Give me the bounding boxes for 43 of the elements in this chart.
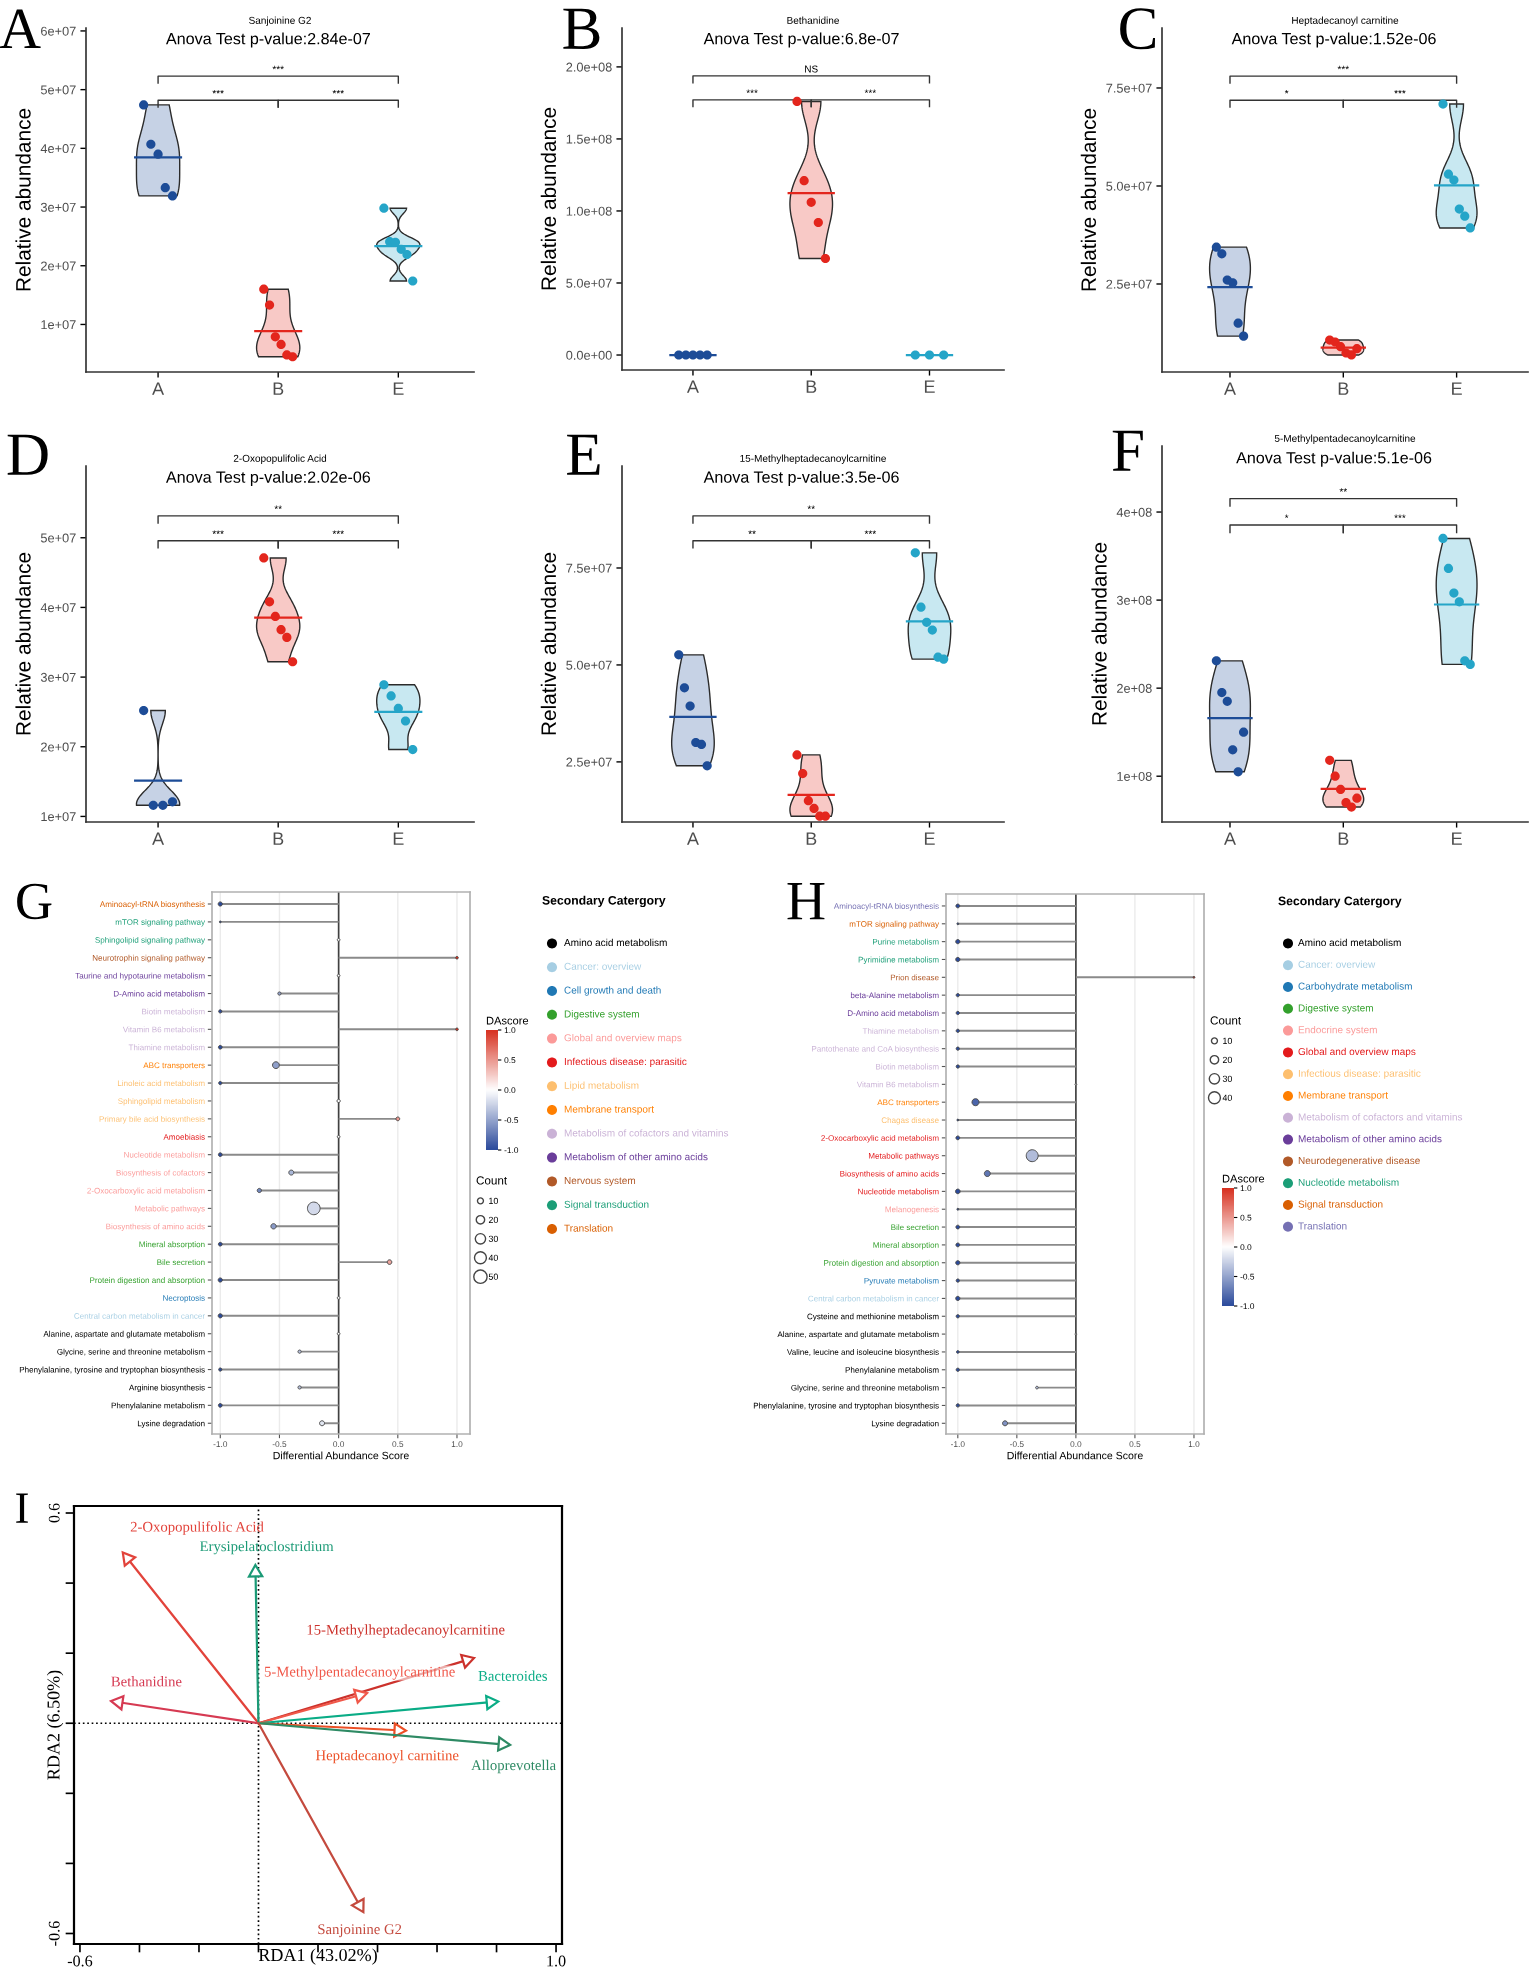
y-axis-title: Relative abundance	[540, 107, 557, 290]
x-tick-label: E	[924, 832, 935, 845]
x-tick-label: E	[1452, 382, 1462, 395]
x-tick-label: A	[152, 832, 165, 845]
x-tick-label: B	[1338, 832, 1349, 845]
text: I	[16, 1493, 28, 1523]
text: H	[787, 882, 825, 920]
y-tick-label: -0.6	[48, 1921, 60, 1946]
y-axis-title: Relative abundance	[15, 552, 31, 735]
text: C	[1120, 8, 1156, 50]
y-axis-title: Relative abundance	[15, 108, 31, 291]
text: F	[1112, 430, 1143, 471]
x-tick-label: A	[1224, 832, 1236, 845]
text: A	[0, 9, 41, 49]
x-tick-label: E	[1452, 832, 1462, 845]
y-tick-label: 0.6	[48, 1503, 60, 1523]
text: E	[567, 434, 600, 475]
x-tick-label: E	[393, 382, 404, 395]
y-axis-title: Relative abundance	[1080, 108, 1097, 291]
x-tick-label: A	[1224, 382, 1236, 395]
x-tick-label: B	[806, 832, 817, 845]
chart-subtitle: Anova Test p-value:3.5e-06	[703, 470, 899, 486]
x-tick-label: A	[686, 380, 699, 393]
x-tick-label: E	[393, 832, 404, 845]
chart-subtitle: Anova Test p-value:5.1e-06	[1236, 451, 1432, 467]
y-axis-title: Relative abundance	[540, 552, 557, 735]
text: D	[7, 434, 48, 475]
text: B	[563, 8, 600, 49]
y-axis-title: Relative abundance	[1091, 542, 1107, 725]
x-tick-label: B	[273, 832, 284, 845]
x-axis-title: RDA1 (43.02%)	[258, 1948, 377, 1965]
x-tick-label: A	[152, 382, 165, 395]
x-tick-label: B	[1338, 382, 1349, 395]
x-tick-label: A	[686, 832, 699, 845]
chart-subtitle: Anova Test p-value:2.02e-06	[165, 470, 371, 486]
chart-subtitle: Anova Test p-value:2.84e-07	[165, 32, 370, 48]
x-tick-label: E	[924, 380, 935, 393]
chart-subtitle: Anova Test p-value:1.52e-06	[1231, 32, 1436, 48]
chart-subtitle: Anova Test p-value:6.8e-07	[703, 32, 899, 48]
text: G	[17, 883, 52, 920]
x-tick-label: B	[273, 382, 284, 395]
x-tick-label: B	[806, 380, 817, 393]
y-axis-title: RDA2 (6.50%)	[46, 1670, 64, 1780]
